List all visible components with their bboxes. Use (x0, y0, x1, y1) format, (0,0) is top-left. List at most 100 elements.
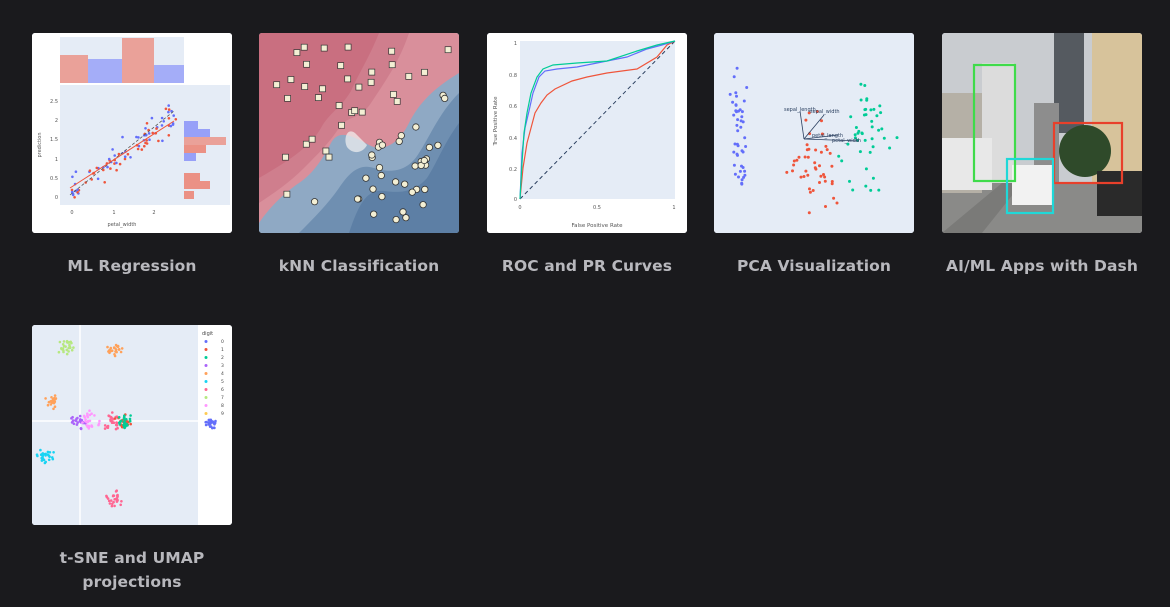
training-point-circle (420, 156, 428, 165)
cluster-point (86, 412, 89, 415)
gallery-card-knn-classification[interactable]: kNN Classification (259, 33, 459, 278)
scatter-point (150, 116, 154, 120)
cluster-point (78, 414, 82, 418)
loading-label: sepal_length (784, 107, 816, 113)
knn-classification-plot (259, 33, 459, 233)
x-axis-label: False Positive Rate (571, 223, 623, 229)
card-title[interactable]: ML Regression (67, 257, 197, 275)
pca-point (806, 173, 810, 177)
cluster-point (62, 340, 66, 343)
pca-point (853, 133, 857, 137)
scatter-point (144, 127, 147, 130)
pca-point (805, 143, 809, 147)
tsne-umap-thumbnail[interactable]: digit 0 1 2 3 4 5 6 7 8 9 (32, 325, 232, 525)
training-point-circle (375, 164, 384, 172)
x-tick: 1 (112, 210, 115, 216)
gallery-card-roc-pr-curves[interactable]: 1 0.8 0.6 0.4 0.2 0 0 0.5 1 False Positi… (487, 33, 687, 278)
card-title[interactable]: PCA Visualization (736, 257, 892, 275)
cluster-point (82, 414, 86, 418)
cluster-point (72, 346, 75, 349)
pca-point (859, 98, 863, 102)
cluster-point (50, 399, 53, 403)
legend-marker (204, 372, 208, 375)
scatter-point (96, 177, 100, 181)
pca-point (795, 158, 799, 162)
training-point-square (273, 81, 281, 89)
pca-thumbnail[interactable]: sepal_length sepal_width petal_length pe… (714, 33, 914, 233)
dash-app-thumbnail[interactable] (942, 33, 1142, 233)
cluster-point (49, 403, 53, 406)
training-point-circle (310, 198, 319, 206)
knn-classification-thumbnail[interactable] (259, 33, 459, 233)
y-tick: 0.6 (509, 104, 517, 110)
cluster-point (115, 421, 118, 424)
pca-point (728, 92, 732, 96)
pca-point (739, 119, 743, 123)
pca-point (863, 84, 867, 87)
pca-point (736, 144, 740, 148)
cluster-point (57, 350, 61, 354)
legend-label: 0 (221, 339, 224, 345)
legend-label: 9 (221, 411, 224, 417)
pca-point (745, 86, 749, 89)
cluster-point (204, 420, 207, 424)
scatter-point (126, 152, 130, 156)
cluster-point (81, 421, 84, 424)
pca-point (824, 144, 828, 148)
gallery-card-ai-ml-apps-dash[interactable]: AI/ML Apps with Dash (942, 33, 1142, 278)
cluster-point (90, 425, 94, 428)
training-point-square (302, 140, 310, 148)
object-detection-photo (942, 33, 1142, 233)
legend-label: 4 (221, 371, 224, 377)
cluster-point (113, 353, 116, 356)
cluster-point (120, 419, 123, 423)
pca-point (871, 176, 875, 180)
legend-label: 7 (221, 395, 224, 401)
training-point-square (301, 83, 309, 90)
legend-label: 2 (221, 355, 224, 361)
card-title[interactable]: kNN Classification (278, 257, 440, 275)
card-title[interactable]: ROC and PR Curves (501, 257, 673, 275)
cluster-point (40, 459, 44, 462)
scatter-point (164, 107, 168, 111)
roc-pr-thumbnail[interactable]: 1 0.8 0.6 0.4 0.2 0 0 0.5 1 False Positi… (487, 33, 687, 233)
cluster-point (87, 424, 91, 428)
pca-point (822, 173, 825, 176)
scatter-point (148, 138, 151, 141)
pca-point (742, 99, 746, 103)
pca-point (736, 153, 739, 157)
scatter-point (107, 157, 111, 161)
cluster-point (65, 352, 69, 356)
scatter-point (169, 124, 173, 128)
scatter-point (109, 167, 112, 170)
cluster-point (103, 427, 107, 430)
gallery-card-ml-regression[interactable]: 2.5 2 1.5 1 0.5 0 0 1 2 petal_width pred… (32, 33, 232, 278)
training-point-circle (354, 195, 362, 203)
scatter-point (88, 169, 92, 172)
pca-point (854, 126, 858, 129)
card-title[interactable]: AI/ML Apps with Dash (946, 257, 1138, 275)
pca-point (732, 163, 736, 167)
gallery-card-tsne-umap[interactable]: digit 0 1 2 3 4 5 6 7 8 9 t-SNE and UMAP projecti… (32, 325, 232, 594)
scatter-point (95, 166, 99, 170)
scatter-point (136, 147, 140, 151)
cluster-point (87, 427, 91, 430)
pca-point (740, 178, 744, 182)
pca-point (799, 175, 803, 179)
pca-point (849, 115, 853, 119)
scatter-point (123, 157, 127, 161)
card-title[interactable]: t-SNE and UMAP projections (59, 549, 205, 591)
pca-point (820, 119, 823, 123)
cluster-point (106, 497, 110, 500)
training-point-square (293, 49, 301, 56)
pca-point (856, 131, 860, 135)
pca-point (832, 196, 836, 200)
pca-point (738, 169, 742, 173)
scatter-point (172, 114, 175, 117)
scatter-point (71, 175, 74, 179)
gallery-card-pca-visualization[interactable]: sepal_length sepal_width petal_length pe… (714, 33, 914, 278)
scatter-point (167, 104, 170, 107)
cluster-point (51, 457, 55, 461)
ml-regression-thumbnail[interactable]: 2.5 2 1.5 1 0.5 0 0 1 2 petal_width pred… (32, 33, 232, 233)
